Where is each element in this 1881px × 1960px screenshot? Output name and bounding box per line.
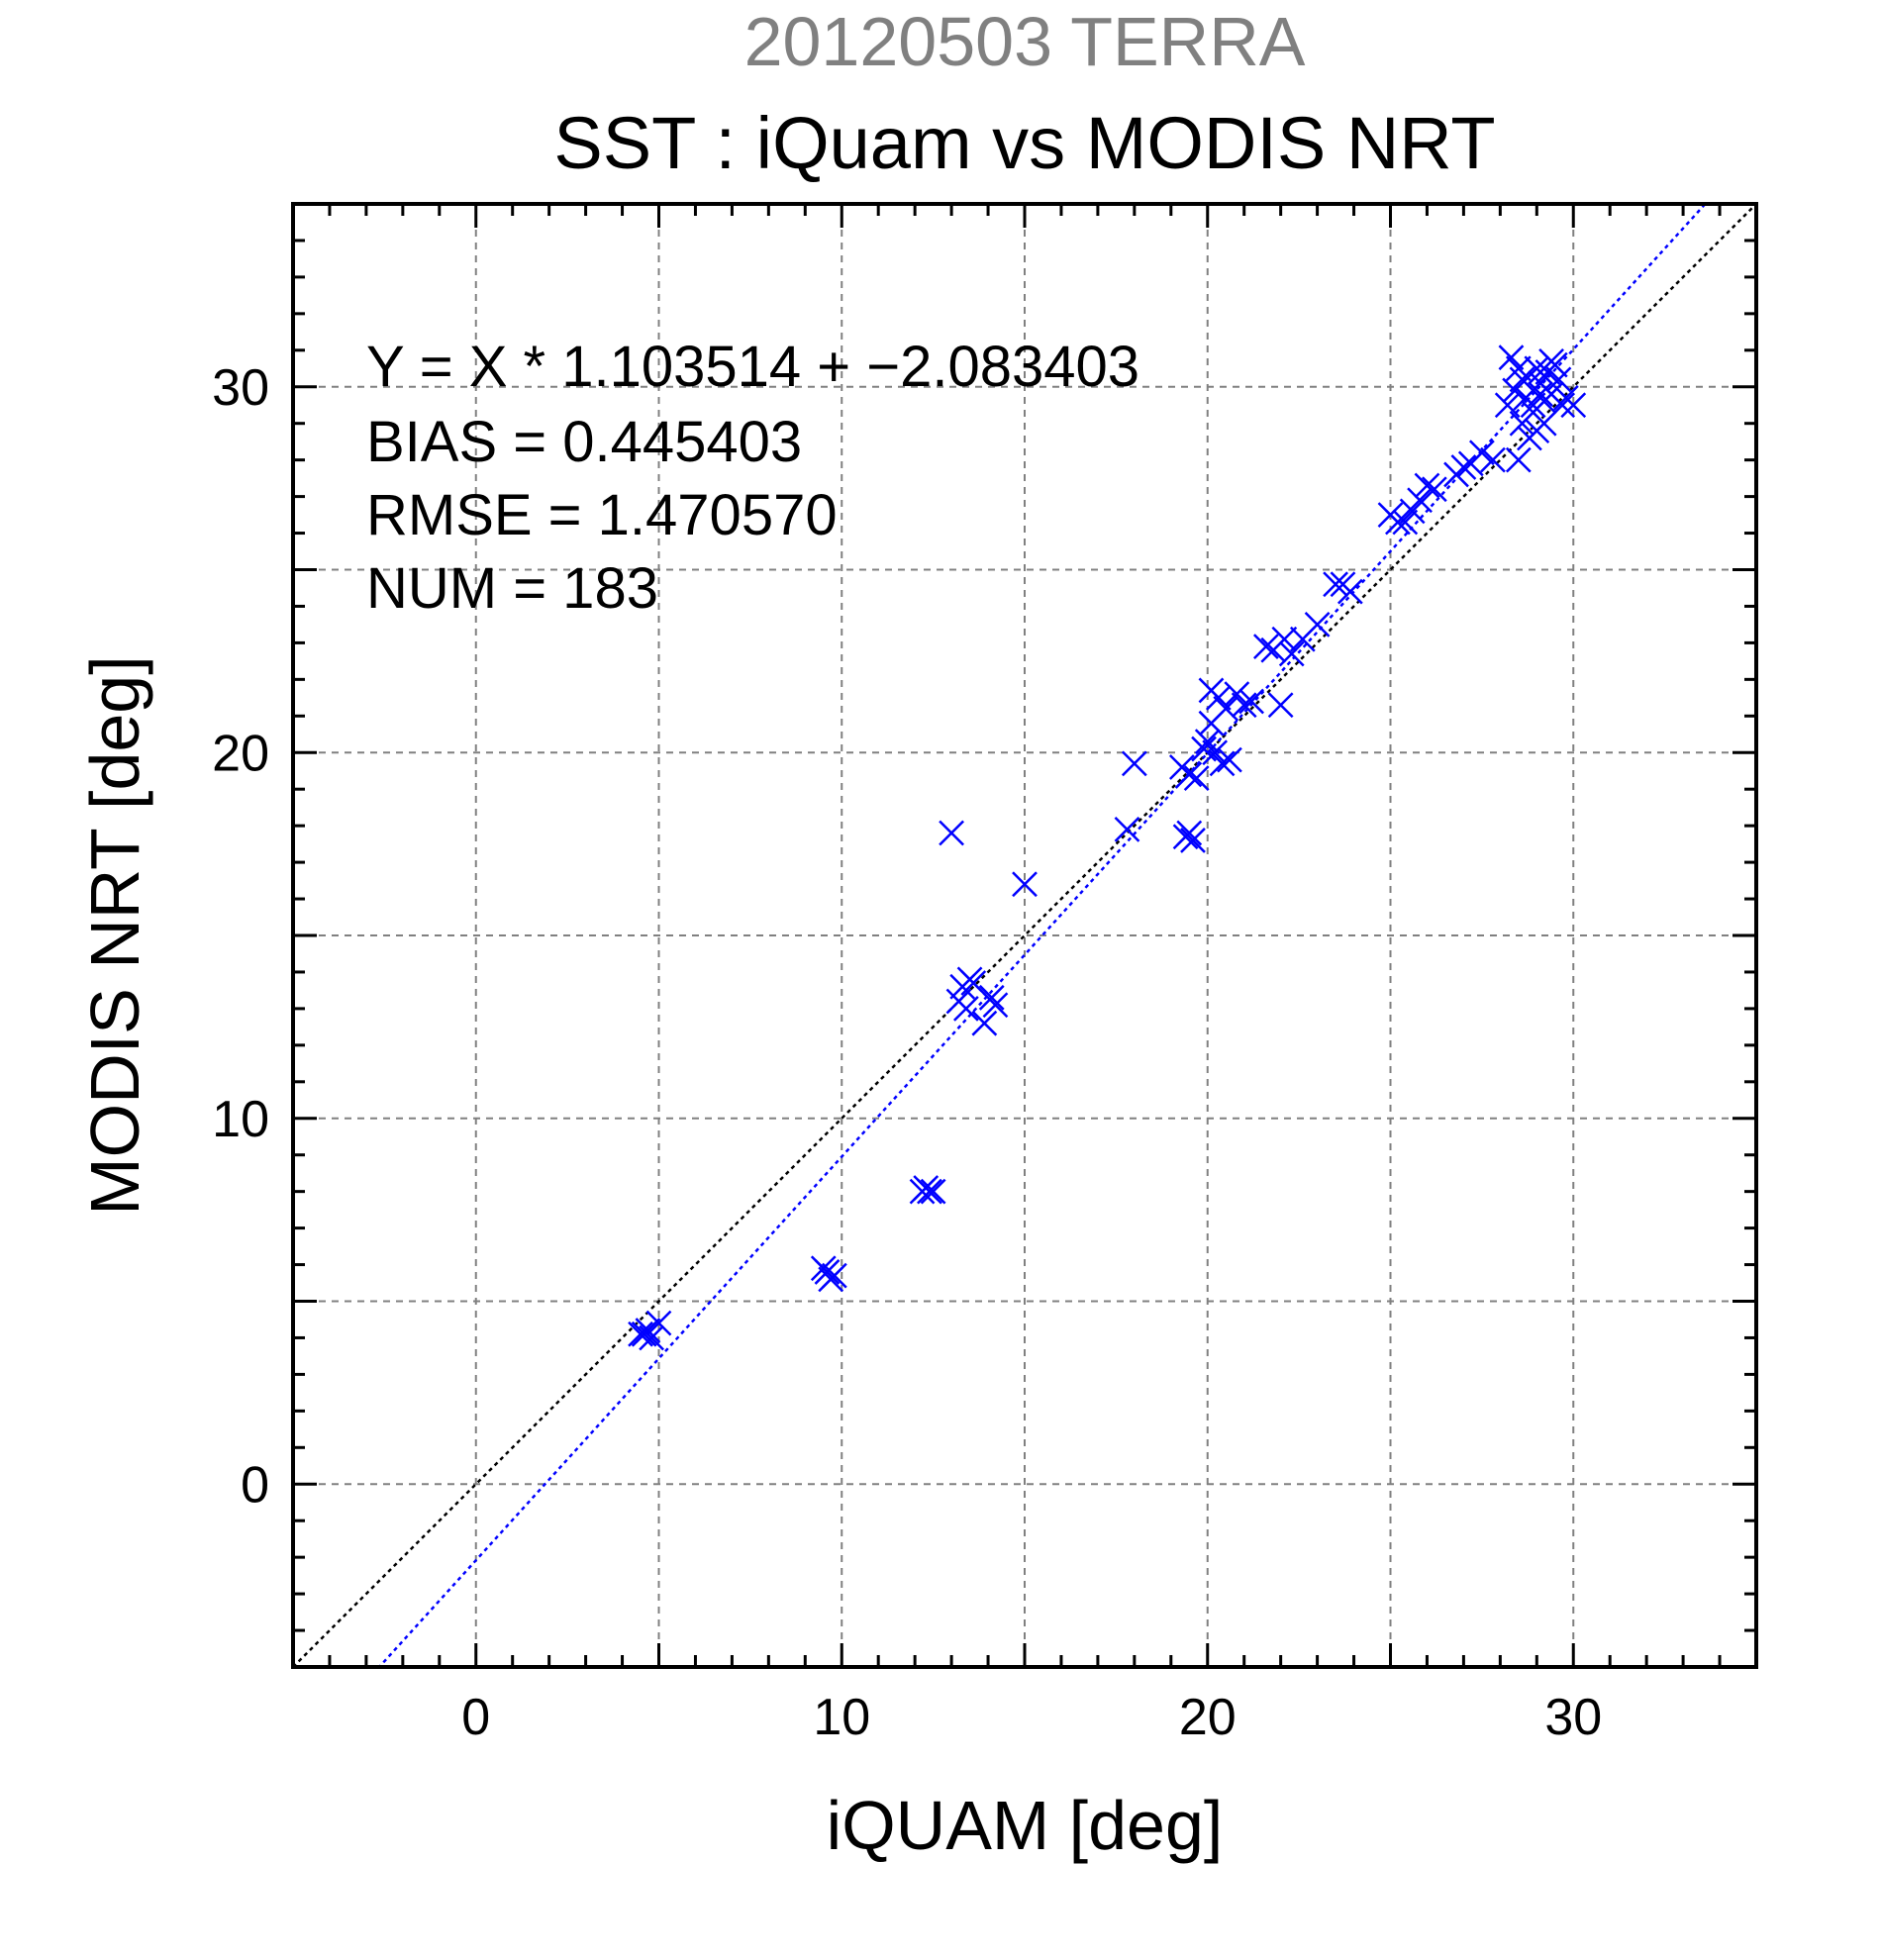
data-point [628,1321,653,1347]
data-point [1209,750,1236,777]
data-point [1392,509,1419,536]
x-axis-label: iQUAM [deg] [827,1787,1224,1864]
reference-lines [293,204,1756,1667]
data-point [1399,498,1426,525]
data-point [1414,472,1440,499]
data-point [1498,344,1525,371]
data-point [1545,366,1572,393]
x-tick-label: 30 [1544,1689,1602,1746]
data-point [1176,761,1203,788]
regression-line [377,204,1708,1667]
y-tick-label: 30 [212,359,269,417]
data-point [978,984,1005,1011]
data-point [939,820,964,846]
data-point [645,1310,672,1336]
data-point [1520,392,1546,419]
data-point [1538,348,1564,374]
data-point [1528,381,1553,408]
data-point [1421,476,1447,503]
data-point [1385,509,1411,536]
data-point [1407,487,1433,514]
data-point [1323,571,1348,598]
data-point [1304,612,1331,637]
y-tick-label: 0 [241,1456,269,1514]
data-point [1336,578,1363,605]
x-tick-label: 20 [1179,1689,1237,1746]
data-point [960,970,987,996]
data-point [1252,634,1279,659]
data-point [1183,765,1210,791]
tick-labels: 0 10 20 30 0 10 20 30 [212,359,1602,1746]
data-points [628,344,1587,1351]
x-tick-label: 0 [461,1689,490,1746]
data-point [1180,828,1206,853]
data-point [1121,750,1147,777]
data-point [1549,392,1576,419]
rmse-stat: RMSE = 1.470570 [366,483,838,547]
y-tick-label: 10 [212,1091,269,1148]
x-tick-label: 10 [813,1689,870,1746]
data-point [1217,746,1242,773]
data-point [913,1175,940,1201]
data-point [1560,392,1587,419]
data-point [971,1010,998,1036]
data-point [1231,692,1257,719]
data-point [920,1178,946,1205]
data-point [1502,377,1529,404]
data-point [1468,440,1495,466]
data-point [635,1318,661,1343]
bias-stat: BIAS = 0.445403 [366,410,802,474]
plot-frame [291,202,1758,1669]
num-stat: NUM = 183 [366,556,658,621]
data-point [1114,816,1140,842]
data-point [1198,677,1225,704]
data-point [821,1262,847,1289]
chart-title: SST : iQuam vs MODIS NRT [553,102,1495,184]
data-point [1224,681,1250,708]
data-point [1271,626,1298,652]
y-axis-label: MODIS NRT [deg] [76,655,153,1215]
data-point [1278,640,1305,667]
data-point [1202,739,1229,766]
data-point [1176,820,1203,846]
y-tick-label: 20 [212,725,269,782]
data-point [982,992,1009,1019]
data-point [1494,392,1521,419]
data-point [1480,446,1506,473]
fit-equation: Y = X * 1.103514 + −2.083403 [366,335,1139,399]
data-point [1267,692,1294,719]
data-point [1450,454,1477,480]
chart-supertitle: 20120503 TERRA [744,3,1306,80]
data-point [1238,688,1264,715]
data-point [1505,446,1532,473]
data-point [1012,871,1038,898]
data-point [952,996,979,1022]
data-point [814,1259,841,1285]
data-point [1213,696,1239,722]
